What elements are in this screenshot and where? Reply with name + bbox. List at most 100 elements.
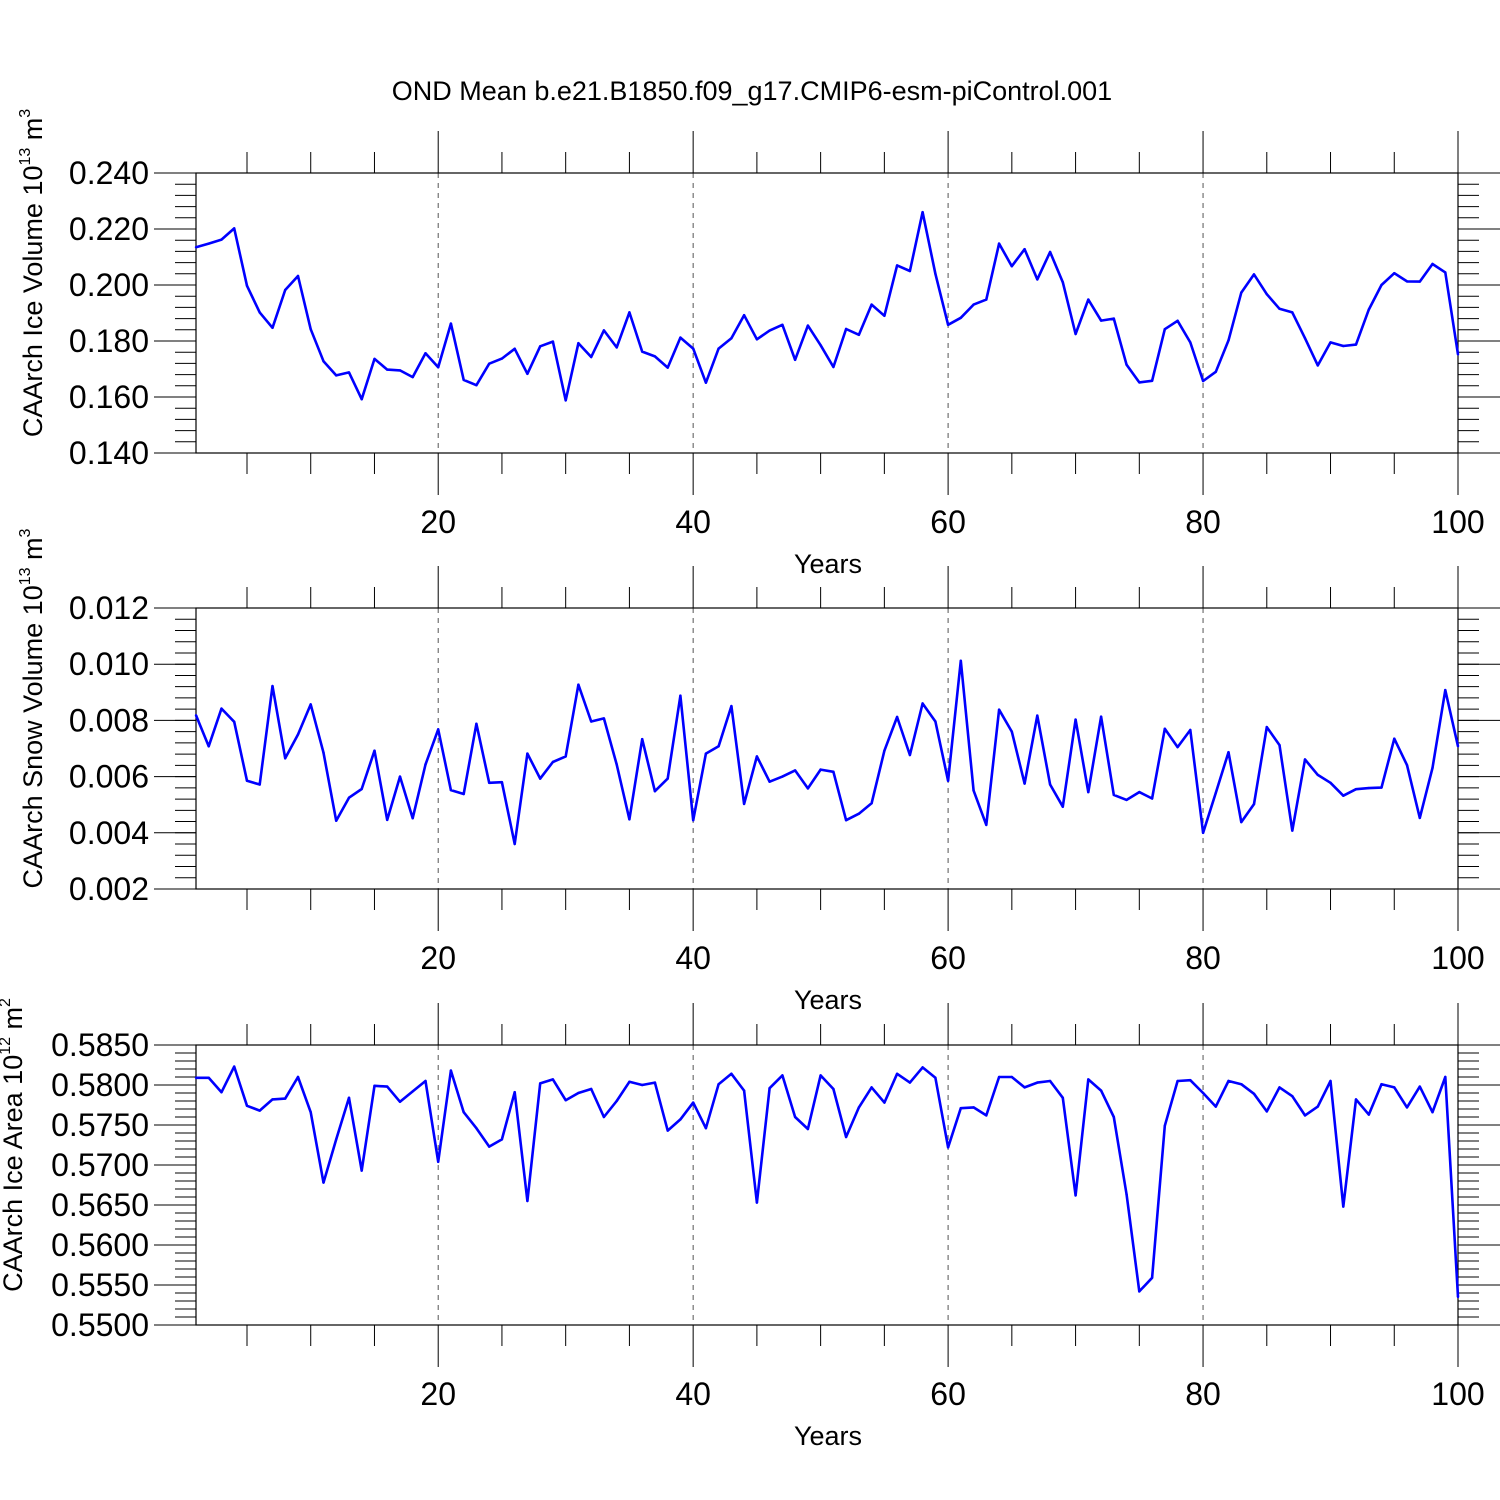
- data-point: [1201, 379, 1205, 383]
- y-axis-label-part: 13: [17, 567, 34, 585]
- data-point: [628, 818, 631, 821]
- data-point: [1214, 791, 1218, 795]
- data-point: [717, 745, 720, 748]
- data-point: [500, 781, 504, 784]
- x-tick-label: 80: [1185, 1376, 1221, 1412]
- data-point: [1252, 1092, 1256, 1096]
- y-axis-label-part: 3: [17, 528, 34, 537]
- data-point: [832, 1087, 835, 1091]
- data-point: [1201, 831, 1205, 834]
- data-point: [1176, 319, 1179, 322]
- data-point: [806, 1127, 810, 1131]
- data-point: [220, 238, 223, 241]
- data-point: [1138, 1290, 1141, 1293]
- data-point: [883, 314, 886, 317]
- data-point: [309, 328, 312, 331]
- data-point: [781, 1074, 784, 1077]
- data-point: [921, 1066, 924, 1069]
- data-point: [411, 817, 414, 820]
- data-point: [1010, 265, 1013, 268]
- y-tick-label: 0.220: [69, 211, 149, 247]
- data-point: [513, 1091, 516, 1094]
- data-point: [271, 1098, 274, 1101]
- data-point: [360, 398, 363, 401]
- data-point: [1099, 1089, 1103, 1092]
- y-axis-label-part: CAArch Snow Volume 10: [18, 585, 48, 888]
- data-point: [1342, 344, 1345, 348]
- data-point: [730, 337, 733, 340]
- data-point: [1431, 1111, 1434, 1114]
- data-point: [271, 684, 274, 688]
- x-tick-label: 20: [420, 504, 456, 540]
- data-point: [424, 763, 427, 766]
- data-point: [1303, 337, 1307, 340]
- x-tick-label: 80: [1185, 504, 1221, 540]
- data-point: [1112, 793, 1116, 797]
- data-point: [1048, 783, 1052, 786]
- data-point: [1087, 1078, 1090, 1081]
- data-point: [386, 818, 389, 822]
- data-point: [475, 722, 478, 725]
- y-axis-label-part: m: [18, 537, 48, 567]
- y-axis-label-part: 2: [0, 998, 14, 1007]
- y-axis-label-part: m: [0, 1007, 28, 1037]
- data-point: [1316, 1105, 1320, 1108]
- data-point: [1074, 718, 1077, 721]
- data-point: [1342, 794, 1345, 797]
- data-point: [207, 242, 210, 245]
- data-point: [946, 779, 950, 782]
- y-tick-label: 0.5750: [51, 1107, 149, 1143]
- data-point: [1214, 1105, 1218, 1108]
- x-tick-label: 40: [675, 940, 711, 976]
- data-point: [551, 1078, 555, 1081]
- y-tick-label: 0.5550: [51, 1267, 149, 1303]
- data-point: [1087, 298, 1090, 301]
- data-point: [934, 272, 937, 275]
- data-point: [653, 790, 657, 793]
- data-point: [679, 1118, 682, 1121]
- data-point: [1405, 1106, 1409, 1109]
- y-axis-label: CAArch Ice Area 1012 m2: [0, 998, 28, 1292]
- data-point: [245, 284, 249, 287]
- data-point: [1074, 1194, 1077, 1197]
- data-point: [462, 792, 465, 796]
- data-point: [347, 371, 351, 374]
- data-point: [1214, 370, 1218, 373]
- data-point: [679, 336, 682, 339]
- data-point: [577, 342, 580, 345]
- data-point: [462, 378, 465, 382]
- data-point: [411, 1090, 414, 1093]
- data-point: [1112, 1115, 1116, 1119]
- x-tick-label: 100: [1431, 940, 1484, 976]
- data-point: [1278, 1086, 1281, 1089]
- data-point: [539, 777, 542, 780]
- data-point: [641, 738, 644, 741]
- data-point: [233, 1065, 236, 1068]
- data-point: [793, 769, 797, 772]
- data-point: [373, 749, 376, 752]
- y-tick-label: 0.008: [69, 702, 149, 738]
- data-point: [437, 366, 440, 369]
- data-point: [1265, 293, 1269, 296]
- data-point: [207, 1076, 210, 1080]
- data-point: [1138, 381, 1141, 384]
- data-point: [475, 1127, 478, 1130]
- data-point: [437, 1160, 440, 1164]
- data-point: [908, 269, 912, 273]
- data-point: [1329, 781, 1332, 784]
- data-point: [284, 288, 287, 292]
- data-point: [959, 1107, 962, 1110]
- y-axis-label-part: CAArch Ice Volume 10: [18, 166, 48, 438]
- data-point: [666, 777, 669, 780]
- data-point: [449, 1069, 453, 1072]
- data-point: [717, 1083, 720, 1086]
- y-axis-label-part: 12: [0, 1037, 14, 1055]
- data-line: [195, 210, 1460, 402]
- data-point: [1227, 1079, 1230, 1083]
- data-point: [1444, 1075, 1447, 1079]
- data-point: [844, 327, 848, 331]
- data-point: [1201, 1091, 1205, 1095]
- y-tick-label: 0.5600: [51, 1227, 149, 1263]
- data-point: [1316, 773, 1320, 777]
